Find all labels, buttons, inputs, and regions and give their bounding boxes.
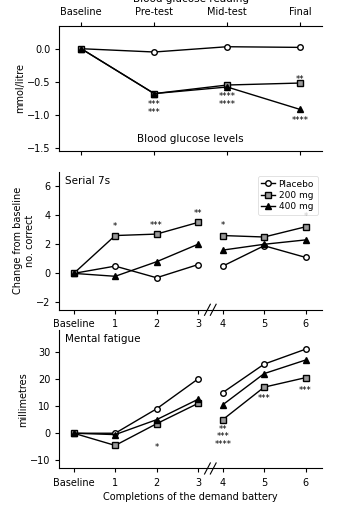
Y-axis label: Change from baseline
no. correct: Change from baseline no. correct: [13, 187, 35, 294]
Y-axis label: mmol/litre: mmol/litre: [15, 63, 25, 113]
Text: *: *: [113, 222, 117, 231]
Text: ***: ***: [216, 432, 229, 441]
400 mg: [72, 270, 76, 276]
Legend: Placebo, 200 mg, 400 mg: Placebo, 200 mg, 400 mg: [258, 176, 318, 215]
Text: *: *: [303, 212, 307, 221]
Text: **: **: [296, 75, 304, 84]
Placebo: [72, 270, 76, 276]
Y-axis label: millimetres: millimetres: [19, 372, 28, 426]
X-axis label: Completions of the demand battery: Completions of the demand battery: [103, 492, 278, 502]
Line: 200 mg: 200 mg: [71, 220, 201, 276]
200 mg: [72, 270, 76, 276]
Line: 400 mg: 400 mg: [70, 241, 201, 280]
Text: ****: ****: [219, 92, 236, 101]
X-axis label: Blood glucose reading: Blood glucose reading: [133, 0, 249, 5]
200 mg: [113, 232, 117, 239]
Text: ***: ***: [258, 394, 271, 403]
Text: *: *: [155, 443, 159, 452]
Text: ***: ***: [148, 100, 161, 109]
200 mg: [196, 219, 200, 225]
Text: ****: ****: [214, 440, 231, 449]
Placebo: [196, 262, 200, 268]
Text: ****: ****: [219, 99, 236, 109]
Text: **: **: [194, 209, 202, 218]
400 mg: [196, 241, 200, 247]
200 mg: [155, 231, 159, 237]
Text: Serial 7s: Serial 7s: [64, 176, 110, 186]
Placebo: [155, 274, 159, 281]
Placebo: [113, 263, 117, 269]
Text: **: **: [219, 425, 227, 434]
400 mg: [155, 259, 159, 265]
400 mg: [113, 273, 117, 280]
Text: Mental fatigue: Mental fatigue: [64, 334, 140, 345]
Line: Placebo: Placebo: [71, 262, 201, 281]
Text: ***: ***: [148, 108, 161, 117]
Text: ***: ***: [299, 386, 312, 395]
Text: Blood glucose levels: Blood glucose levels: [137, 134, 244, 143]
Text: *: *: [221, 221, 225, 230]
Text: ***: ***: [150, 221, 163, 230]
Text: ****: ****: [292, 116, 308, 125]
